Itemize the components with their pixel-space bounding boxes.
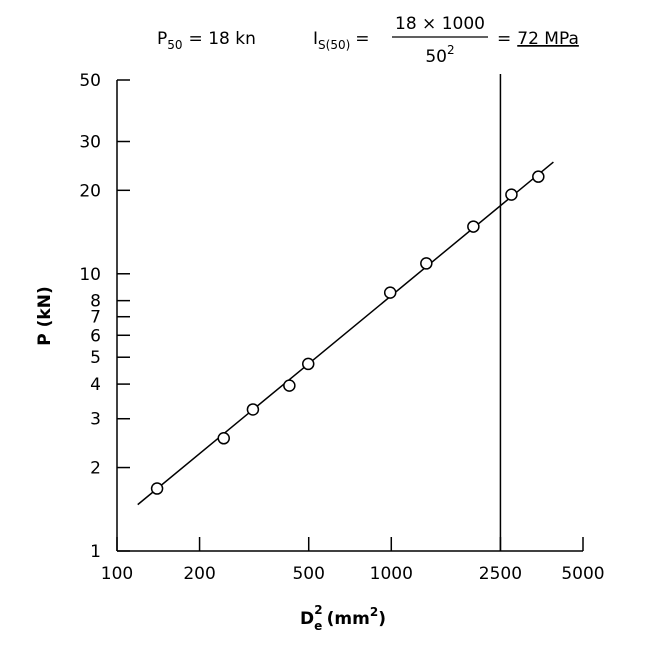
x-label-unit-sup: 2 <box>370 605 378 619</box>
y-tick-label: 8 <box>90 292 101 312</box>
x-tick-label: 200 <box>183 564 215 584</box>
x-label-sup: 2 <box>314 603 322 617</box>
data-point <box>383 286 397 299</box>
y-tick-label: 4 <box>90 375 101 395</box>
data-point <box>150 482 164 495</box>
numerator: 18 × 1000 <box>395 14 485 34</box>
i-symbol: I <box>313 29 318 49</box>
y-tick-label: 6 <box>90 326 101 346</box>
p-sub: 50 <box>167 38 182 52</box>
x-tick-label: 1000 <box>370 564 413 584</box>
y-tick-label: 20 <box>79 181 101 201</box>
result-annotation: = 72 MPa <box>497 29 579 49</box>
data-point <box>283 379 296 392</box>
x-label-unit-open: (mm <box>327 609 370 629</box>
denominator-base: 50 <box>425 47 447 67</box>
data-point <box>505 188 518 201</box>
result: 72 MPa <box>517 29 579 49</box>
p-rest: = 18 kn <box>189 29 256 49</box>
x-tick-label: 2500 <box>479 564 522 584</box>
y-tick-label: 30 <box>79 133 101 153</box>
y-axis-label: P (kN) <box>35 286 55 345</box>
i-sub: S(50) <box>318 38 350 52</box>
data-point <box>532 170 545 183</box>
x-tick-label: 5000 <box>561 564 604 584</box>
y-tick-label: 10 <box>79 265 101 285</box>
p50-annotation: P50 = 18 kn <box>157 29 256 52</box>
x-tick-label: 100 <box>101 564 133 584</box>
x-label-unit-close: ) <box>378 609 386 629</box>
data-point <box>301 357 315 371</box>
y-tick-label: 50 <box>79 71 101 91</box>
is-annotation: IS(50) = <box>313 29 370 52</box>
fit-line <box>137 161 554 506</box>
data-point <box>420 257 433 270</box>
y-tick-label: 1 <box>90 542 101 562</box>
y-tick-label: 7 <box>90 308 101 328</box>
data-point <box>246 403 260 416</box>
y-tick-label: 3 <box>90 410 101 430</box>
denominator: 502 <box>425 43 454 67</box>
y-tick-label: 5 <box>90 348 101 368</box>
result-eq: = <box>497 29 511 49</box>
i-eq: = <box>355 29 369 49</box>
y-tick-label: 2 <box>90 459 101 479</box>
x-axis-label: De2 (mm2) <box>300 603 386 633</box>
data-point <box>217 432 230 445</box>
x-tick-label: 500 <box>292 564 324 584</box>
x-label-symbol: D <box>300 609 314 629</box>
x-label-sub: e <box>314 619 322 633</box>
denominator-sup: 2 <box>447 43 455 57</box>
data-point <box>467 220 480 233</box>
p-symbol: P <box>157 29 167 49</box>
